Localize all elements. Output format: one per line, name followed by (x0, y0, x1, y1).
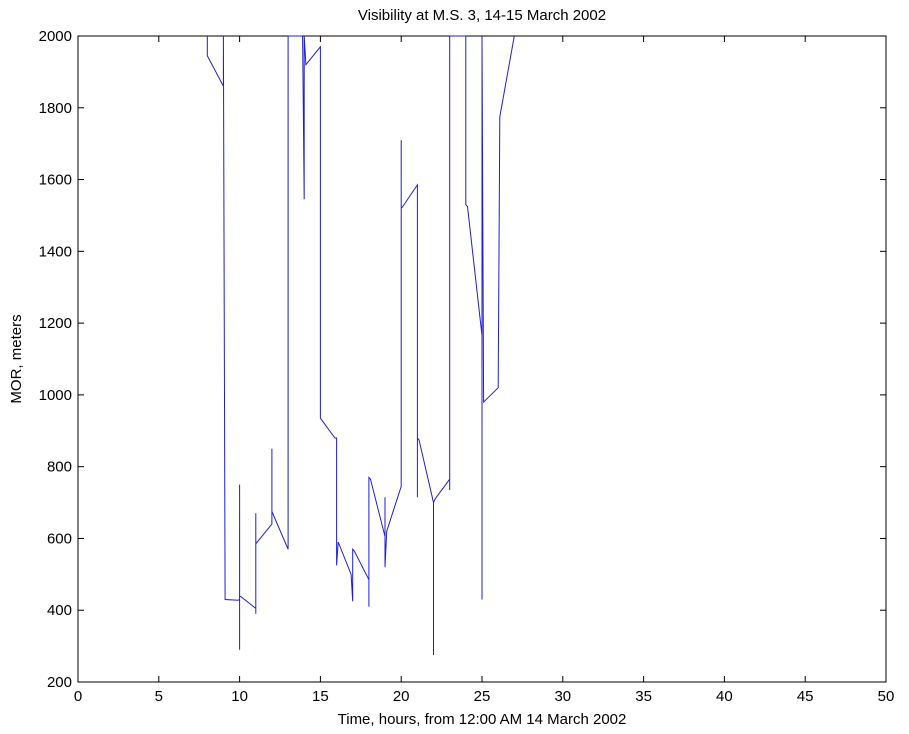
chart-title: Visibility at M.S. 3, 14-15 March 2002 (358, 7, 606, 24)
y-tick-label: 200 (47, 674, 72, 691)
x-tick-label: 15 (312, 688, 329, 705)
y-tick-label: 1600 (39, 172, 72, 189)
y-tick-label: 1400 (39, 243, 72, 260)
y-tick-label: 1000 (39, 387, 72, 404)
x-tick-label: 5 (155, 688, 163, 705)
x-tick-label: 0 (74, 688, 82, 705)
y-axis-label: MOR, meters (8, 314, 25, 403)
y-tick-label: 2000 (39, 28, 72, 45)
x-tick-label: 40 (716, 688, 733, 705)
x-tick-label: 25 (474, 688, 491, 705)
x-tick-label: 20 (393, 688, 410, 705)
x-tick-label: 10 (231, 688, 248, 705)
y-tick-label: 1200 (39, 315, 72, 332)
y-tick-label: 600 (47, 530, 72, 547)
x-tick-label: 35 (635, 688, 652, 705)
y-tick-label: 800 (47, 459, 72, 476)
x-tick-label: 50 (878, 688, 895, 705)
y-tick-label: 400 (47, 602, 72, 619)
series-line-mor (206, 35, 515, 656)
x-tick-label: 30 (554, 688, 571, 705)
x-axis-ticks: 0 5 10 15 20 25 30 35 40 45 50 (74, 36, 895, 705)
x-axis-label: Time, hours, from 12:00 AM 14 March 2002 (338, 711, 627, 728)
x-tick-label: 45 (797, 688, 814, 705)
y-axis-ticks: 200 400 600 800 1000 1200 1400 1600 1800 2000 (39, 28, 886, 691)
y-tick-label: 1800 (39, 100, 72, 117)
